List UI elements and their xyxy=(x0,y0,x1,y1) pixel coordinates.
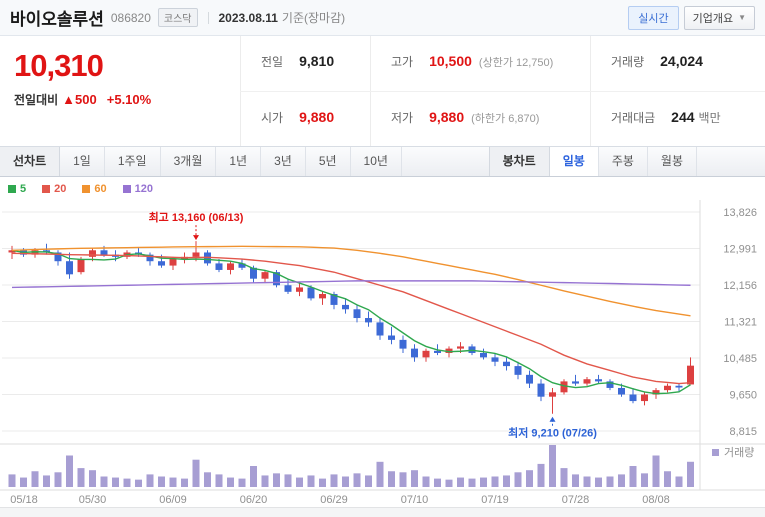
low-price-cell: 저가 9,880 (하한가 6,870) xyxy=(370,91,590,146)
svg-text:12,991: 12,991 xyxy=(723,243,757,255)
change-percent: +5.10% xyxy=(106,92,152,107)
tab-1day[interactable]: 1일 xyxy=(60,147,105,176)
legend-ma-120: 120 xyxy=(122,183,153,195)
table-row: 전일 9,810 고가 10,500 (상한가 12,750) 거래량 24,0… xyxy=(240,36,765,92)
svg-text:06/29: 06/29 xyxy=(320,494,348,506)
ma120-color-swatch xyxy=(122,185,131,193)
svg-text:07/28: 07/28 xyxy=(562,494,590,506)
high-value: 10,500 xyxy=(429,53,472,69)
high-annotation: 최고 13,160 (06/13) xyxy=(149,210,244,224)
legend-ma-60: 60 xyxy=(82,183,107,195)
tab-monthly-candle[interactable]: 월봉 xyxy=(648,147,697,176)
price-summary-section: 10,310 전일대비 ▲500 +5.10% 전일 9,810 고가 10,5… xyxy=(0,36,765,146)
legend-ma-5: 5 xyxy=(8,183,26,195)
svg-text:10,485: 10,485 xyxy=(723,353,757,365)
ma5-color-swatch xyxy=(8,185,16,193)
svg-text:9,650: 9,650 xyxy=(729,390,757,402)
price-change-row: 전일대비 ▲500 +5.10% xyxy=(14,91,240,108)
svg-text:8,815: 8,815 xyxy=(729,426,757,438)
volume-cell: 거래량 24,024 xyxy=(590,36,765,91)
svg-text:08/08: 08/08 xyxy=(642,494,670,506)
current-price: 10,310 xyxy=(14,48,104,83)
tab-1year[interactable]: 1년 xyxy=(216,147,262,176)
price-info-table: 전일 9,810 고가 10,500 (상한가 12,750) 거래량 24,0… xyxy=(240,36,765,146)
candle-chart-group-label: 봉차트 xyxy=(488,147,550,176)
period-tab-group: 선차트 1일 1주일 3개월 1년 3년 5년 10년 xyxy=(0,147,402,176)
svg-text:05/30: 05/30 xyxy=(79,494,107,506)
trade-amount-value: 244 xyxy=(671,108,695,125)
prev-close-cell: 전일 9,810 xyxy=(240,36,370,91)
low-annotation: 최저 9,210 (07/26) xyxy=(508,426,597,440)
reference-date-suffix: 기준(장마감) xyxy=(281,11,346,25)
reference-date: 2023.08.11 xyxy=(218,10,278,25)
volume-label: 거래량 xyxy=(611,55,645,69)
high-price-cell: 고가 10,500 (상한가 12,750) xyxy=(370,36,590,91)
ma20-color-swatch xyxy=(42,185,51,193)
trade-amount-unit: 백만 xyxy=(698,110,721,125)
page-header: 바이오솔루션 086820 코스닥 2023.08.11 기준(장마감) 실시간… xyxy=(0,0,765,36)
candle-type-tab-group: 봉차트 일봉 주봉 월봉 xyxy=(488,147,697,176)
prev-close-value: 9,810 xyxy=(299,53,335,69)
header-divider xyxy=(207,11,209,24)
stock-code: 086820 xyxy=(110,10,151,25)
trade-amount-cell: 거래대금 244 백만 xyxy=(590,91,765,146)
chart-area: 5 20 60 120 13,826 12,991 12,156 11,321 10,4… xyxy=(0,177,765,507)
open-price-cell: 시가 9,880 xyxy=(240,91,370,146)
trade-amount-label: 거래대금 xyxy=(611,110,656,125)
svg-text:거래량: 거래량 xyxy=(724,446,754,459)
change-label: 전일대비 xyxy=(14,93,59,107)
high-label: 고가 xyxy=(391,55,414,69)
ma60-color-swatch xyxy=(82,185,91,193)
upper-limit: (상한가 12,750) xyxy=(478,57,554,69)
tab-5year[interactable]: 5년 xyxy=(306,147,351,176)
realtime-button[interactable]: 실시간 xyxy=(628,5,679,30)
tab-3month[interactable]: 3개월 xyxy=(161,147,217,176)
tab-10year[interactable]: 10년 xyxy=(351,147,402,176)
table-row: 시가 9,880 저가 9,880 (하한가 6,870) 거래대금 244 백… xyxy=(240,91,765,146)
chart-tab-bar: 선차트 1일 1주일 3개월 1년 3년 5년 10년 봉차트 일봉 주봉 월봉 xyxy=(0,146,765,177)
open-label: 시가 xyxy=(261,110,284,125)
line-chart-group-label: 선차트 xyxy=(0,147,61,176)
tab-weekly-candle[interactable]: 주봉 xyxy=(599,147,648,176)
company-overview-label: 기업개요 xyxy=(692,12,734,25)
svg-text:05/18: 05/18 xyxy=(10,494,38,506)
prev-close-label: 전일 xyxy=(261,55,284,69)
change-value: ▲500 xyxy=(62,92,97,107)
svg-text:12,156: 12,156 xyxy=(723,280,757,292)
open-value: 9,880 xyxy=(299,108,335,125)
svg-text:13,826: 13,826 xyxy=(723,207,757,219)
svg-text:06/09: 06/09 xyxy=(159,494,187,506)
tab-3year[interactable]: 3년 xyxy=(261,147,306,176)
candlestick-chart: 13,826 12,991 12,156 11,321 10,485 9,650 8,815… xyxy=(0,200,765,506)
ma-legend: 5 20 60 120 xyxy=(8,183,153,195)
stock-name: 바이오솔루션 xyxy=(10,10,104,29)
svg-text:06/20: 06/20 xyxy=(240,494,268,506)
company-overview-dropdown[interactable]: 기업개요 ▼ xyxy=(683,5,755,30)
up-arrow-icon: ▲ xyxy=(62,92,76,107)
market-badge: 코스닥 xyxy=(157,8,198,27)
svg-text:07/19: 07/19 xyxy=(481,494,509,506)
low-label: 저가 xyxy=(391,110,414,125)
legend-ma-20: 20 xyxy=(42,183,66,195)
low-value: 9,880 xyxy=(429,108,465,125)
tab-daily-candle[interactable]: 일봉 xyxy=(549,147,599,176)
volume-value: 24,024 xyxy=(660,53,703,69)
page-footer-strip xyxy=(0,507,765,517)
tab-1week[interactable]: 1주일 xyxy=(105,147,161,176)
chevron-down-icon: ▼ xyxy=(738,13,746,22)
lower-limit: (하한가 6,870) xyxy=(471,112,540,125)
svg-text:11,321: 11,321 xyxy=(724,316,757,328)
current-price-block: 10,310 전일대비 ▲500 +5.10% xyxy=(0,36,240,146)
svg-text:07/10: 07/10 xyxy=(401,494,429,506)
